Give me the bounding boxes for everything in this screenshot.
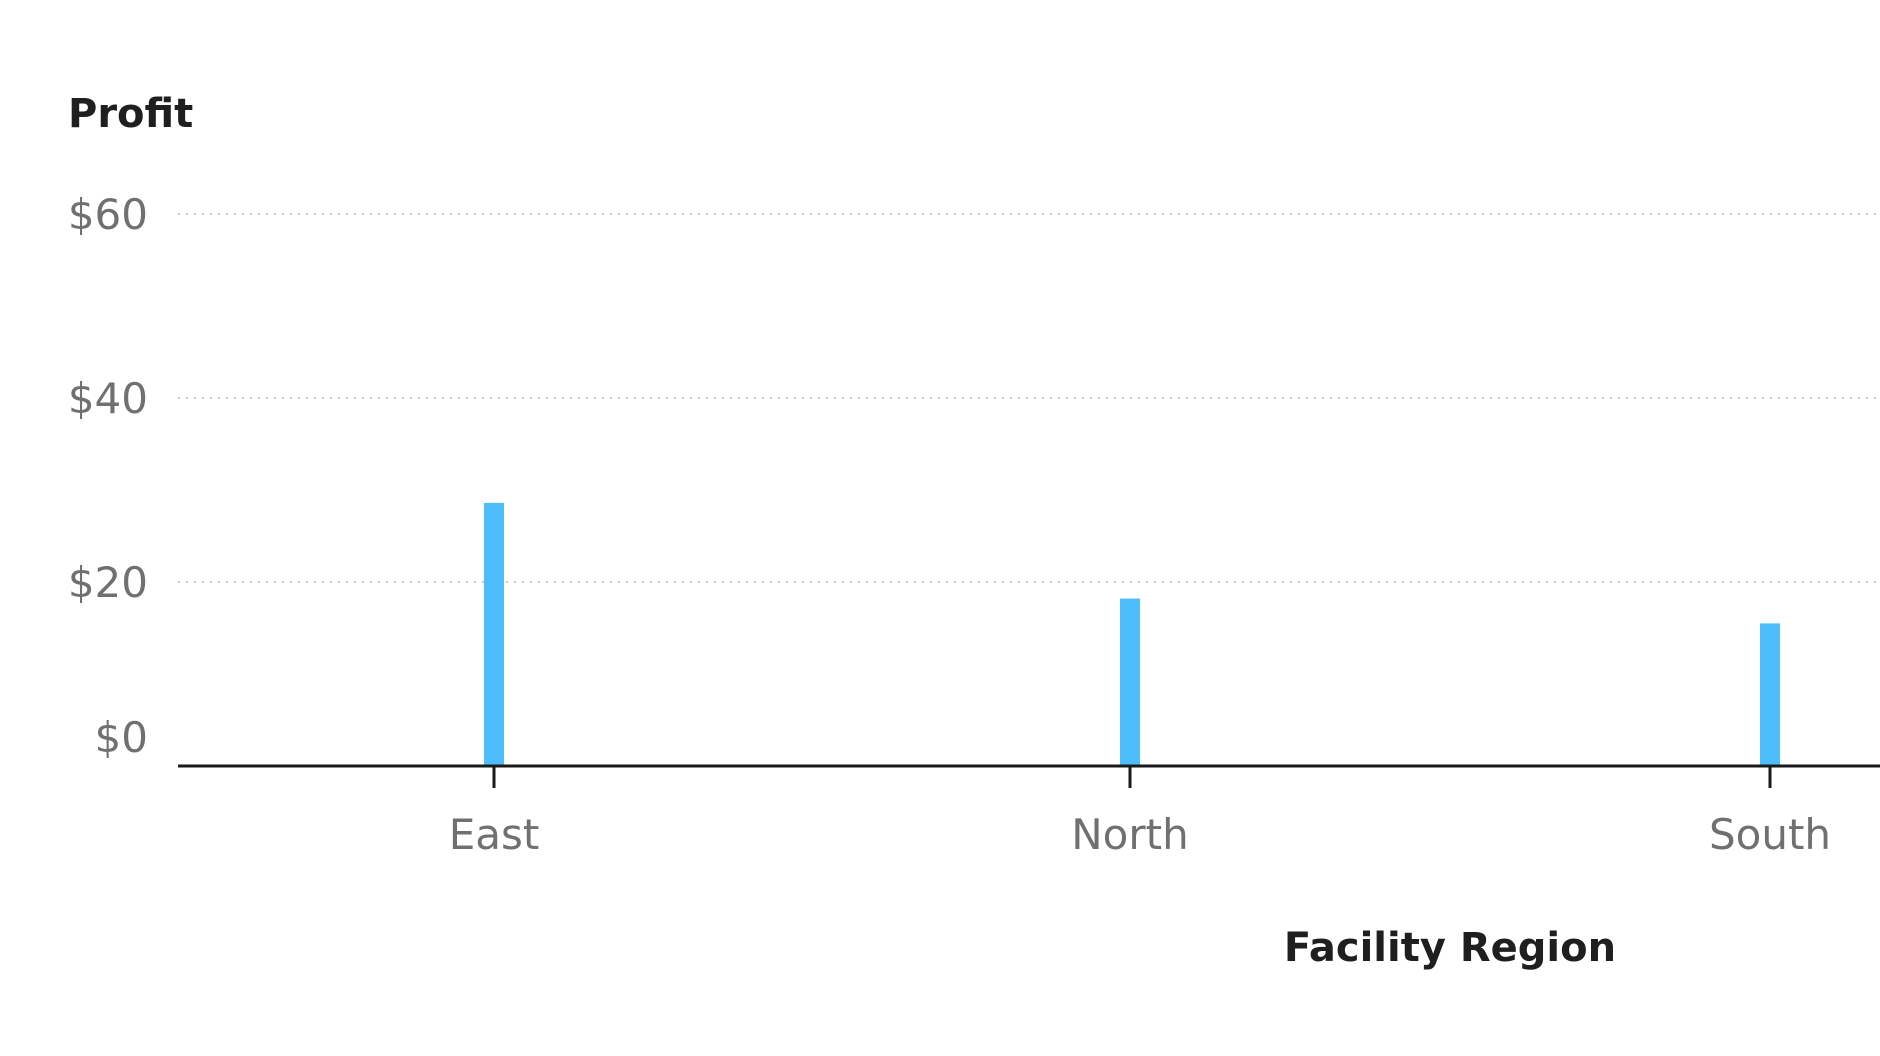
y-tick-label: $60 xyxy=(68,190,148,239)
y-tick-label: $0 xyxy=(95,713,148,762)
y-tick-label: $40 xyxy=(68,374,148,423)
bars xyxy=(484,502,1780,766)
gridlines xyxy=(178,213,1880,583)
y-axis-ticks: $0 $20 $40 $60 xyxy=(68,190,148,762)
x-tick-label: South xyxy=(1709,810,1831,859)
x-tick-label: North xyxy=(1071,810,1188,859)
x-axis-title: Facility Region xyxy=(1284,925,1616,971)
x-axis-ticks: East North South xyxy=(449,766,1831,859)
bar-north xyxy=(1120,598,1140,766)
bar-south xyxy=(1760,623,1780,766)
x-tick-label: East xyxy=(449,810,540,859)
y-tick-label: $20 xyxy=(68,558,148,607)
bar-east xyxy=(484,502,504,766)
y-axis-title: Profit xyxy=(68,91,193,137)
